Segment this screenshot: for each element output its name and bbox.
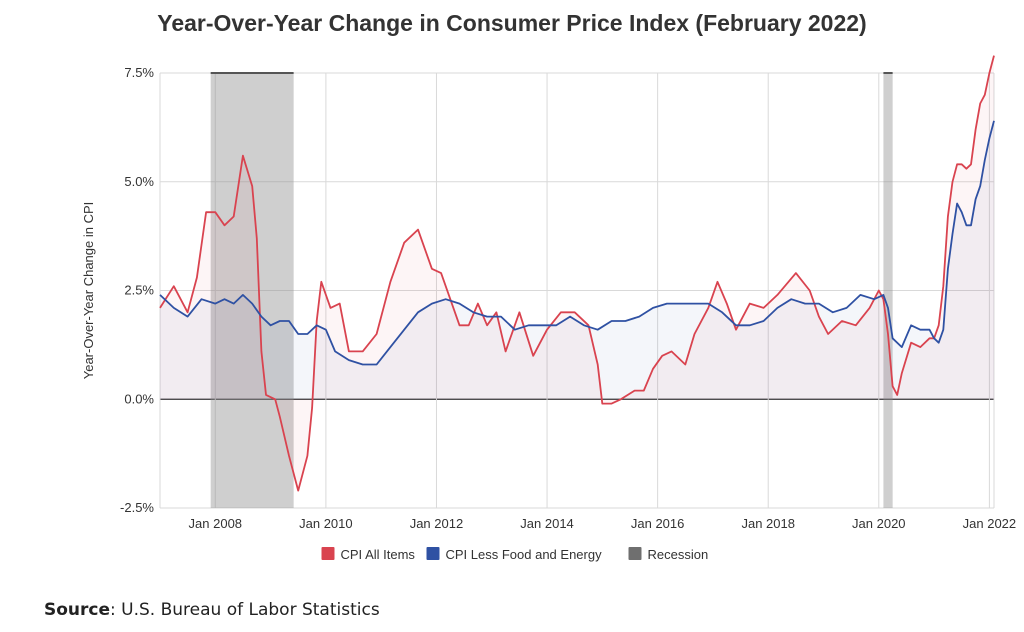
legend-item: Recession xyxy=(628,547,709,562)
series-area-0 xyxy=(160,55,994,491)
chart-title: Year-Over-Year Change in Consumer Price … xyxy=(157,10,867,36)
legend-item: CPI Less Food and Energy xyxy=(426,547,603,562)
grid-layer xyxy=(159,72,995,509)
legend-item: CPI All Items xyxy=(321,547,416,562)
legend-swatch xyxy=(426,547,440,560)
area-layer xyxy=(160,55,994,491)
x-tick-label: Jan 2012 xyxy=(410,516,464,531)
y-axis-title: Year-Over-Year Change in CPI xyxy=(81,202,96,380)
legend-swatch xyxy=(321,547,335,560)
x-tick-label: Jan 2022 xyxy=(963,516,1017,531)
series-area-1 xyxy=(160,120,994,400)
source-text: : U.S. Bureau of Labor Statistics xyxy=(110,600,380,620)
recession-band xyxy=(210,73,294,508)
series-line-0 xyxy=(159,55,995,492)
y-tick-label: 2.5% xyxy=(124,283,154,298)
x-tick-label: Jan 2016 xyxy=(631,516,685,531)
x-tick-label: Jan 2014 xyxy=(520,516,574,531)
x-tick-label: Jan 2010 xyxy=(299,516,353,531)
legend-swatch xyxy=(628,547,642,560)
y-tick-label: 5.0% xyxy=(124,174,154,189)
recession-band xyxy=(883,73,893,508)
y-tick-label: -2.5% xyxy=(120,500,154,515)
legend-label: CPI All Items xyxy=(341,547,416,562)
legend-label: CPI Less Food and Energy xyxy=(446,547,603,562)
x-tick-label: Jan 2020 xyxy=(852,516,906,531)
legend-layer: CPI All Items CPI Less Food and Energy Rec… xyxy=(321,547,709,562)
y-tick-label: 7.5% xyxy=(124,65,154,80)
x-tick-label: Jan 2018 xyxy=(741,516,795,531)
source-label: Source xyxy=(44,600,111,620)
line-layer xyxy=(159,55,995,492)
source-line: Source: U.S. Bureau of Labor Statistics xyxy=(44,600,380,620)
series-line-1 xyxy=(159,120,995,366)
x-tick-label: Jan 2008 xyxy=(189,516,243,531)
y-tick-label: 0.0% xyxy=(124,391,154,406)
recession-layer xyxy=(210,72,893,508)
legend-label: Recession xyxy=(648,547,709,562)
axis-layer: -2.5% 0.0% 2.5% 5.0% 7.5% Jan 2008 Jan 2010 Jan… xyxy=(81,65,1016,531)
